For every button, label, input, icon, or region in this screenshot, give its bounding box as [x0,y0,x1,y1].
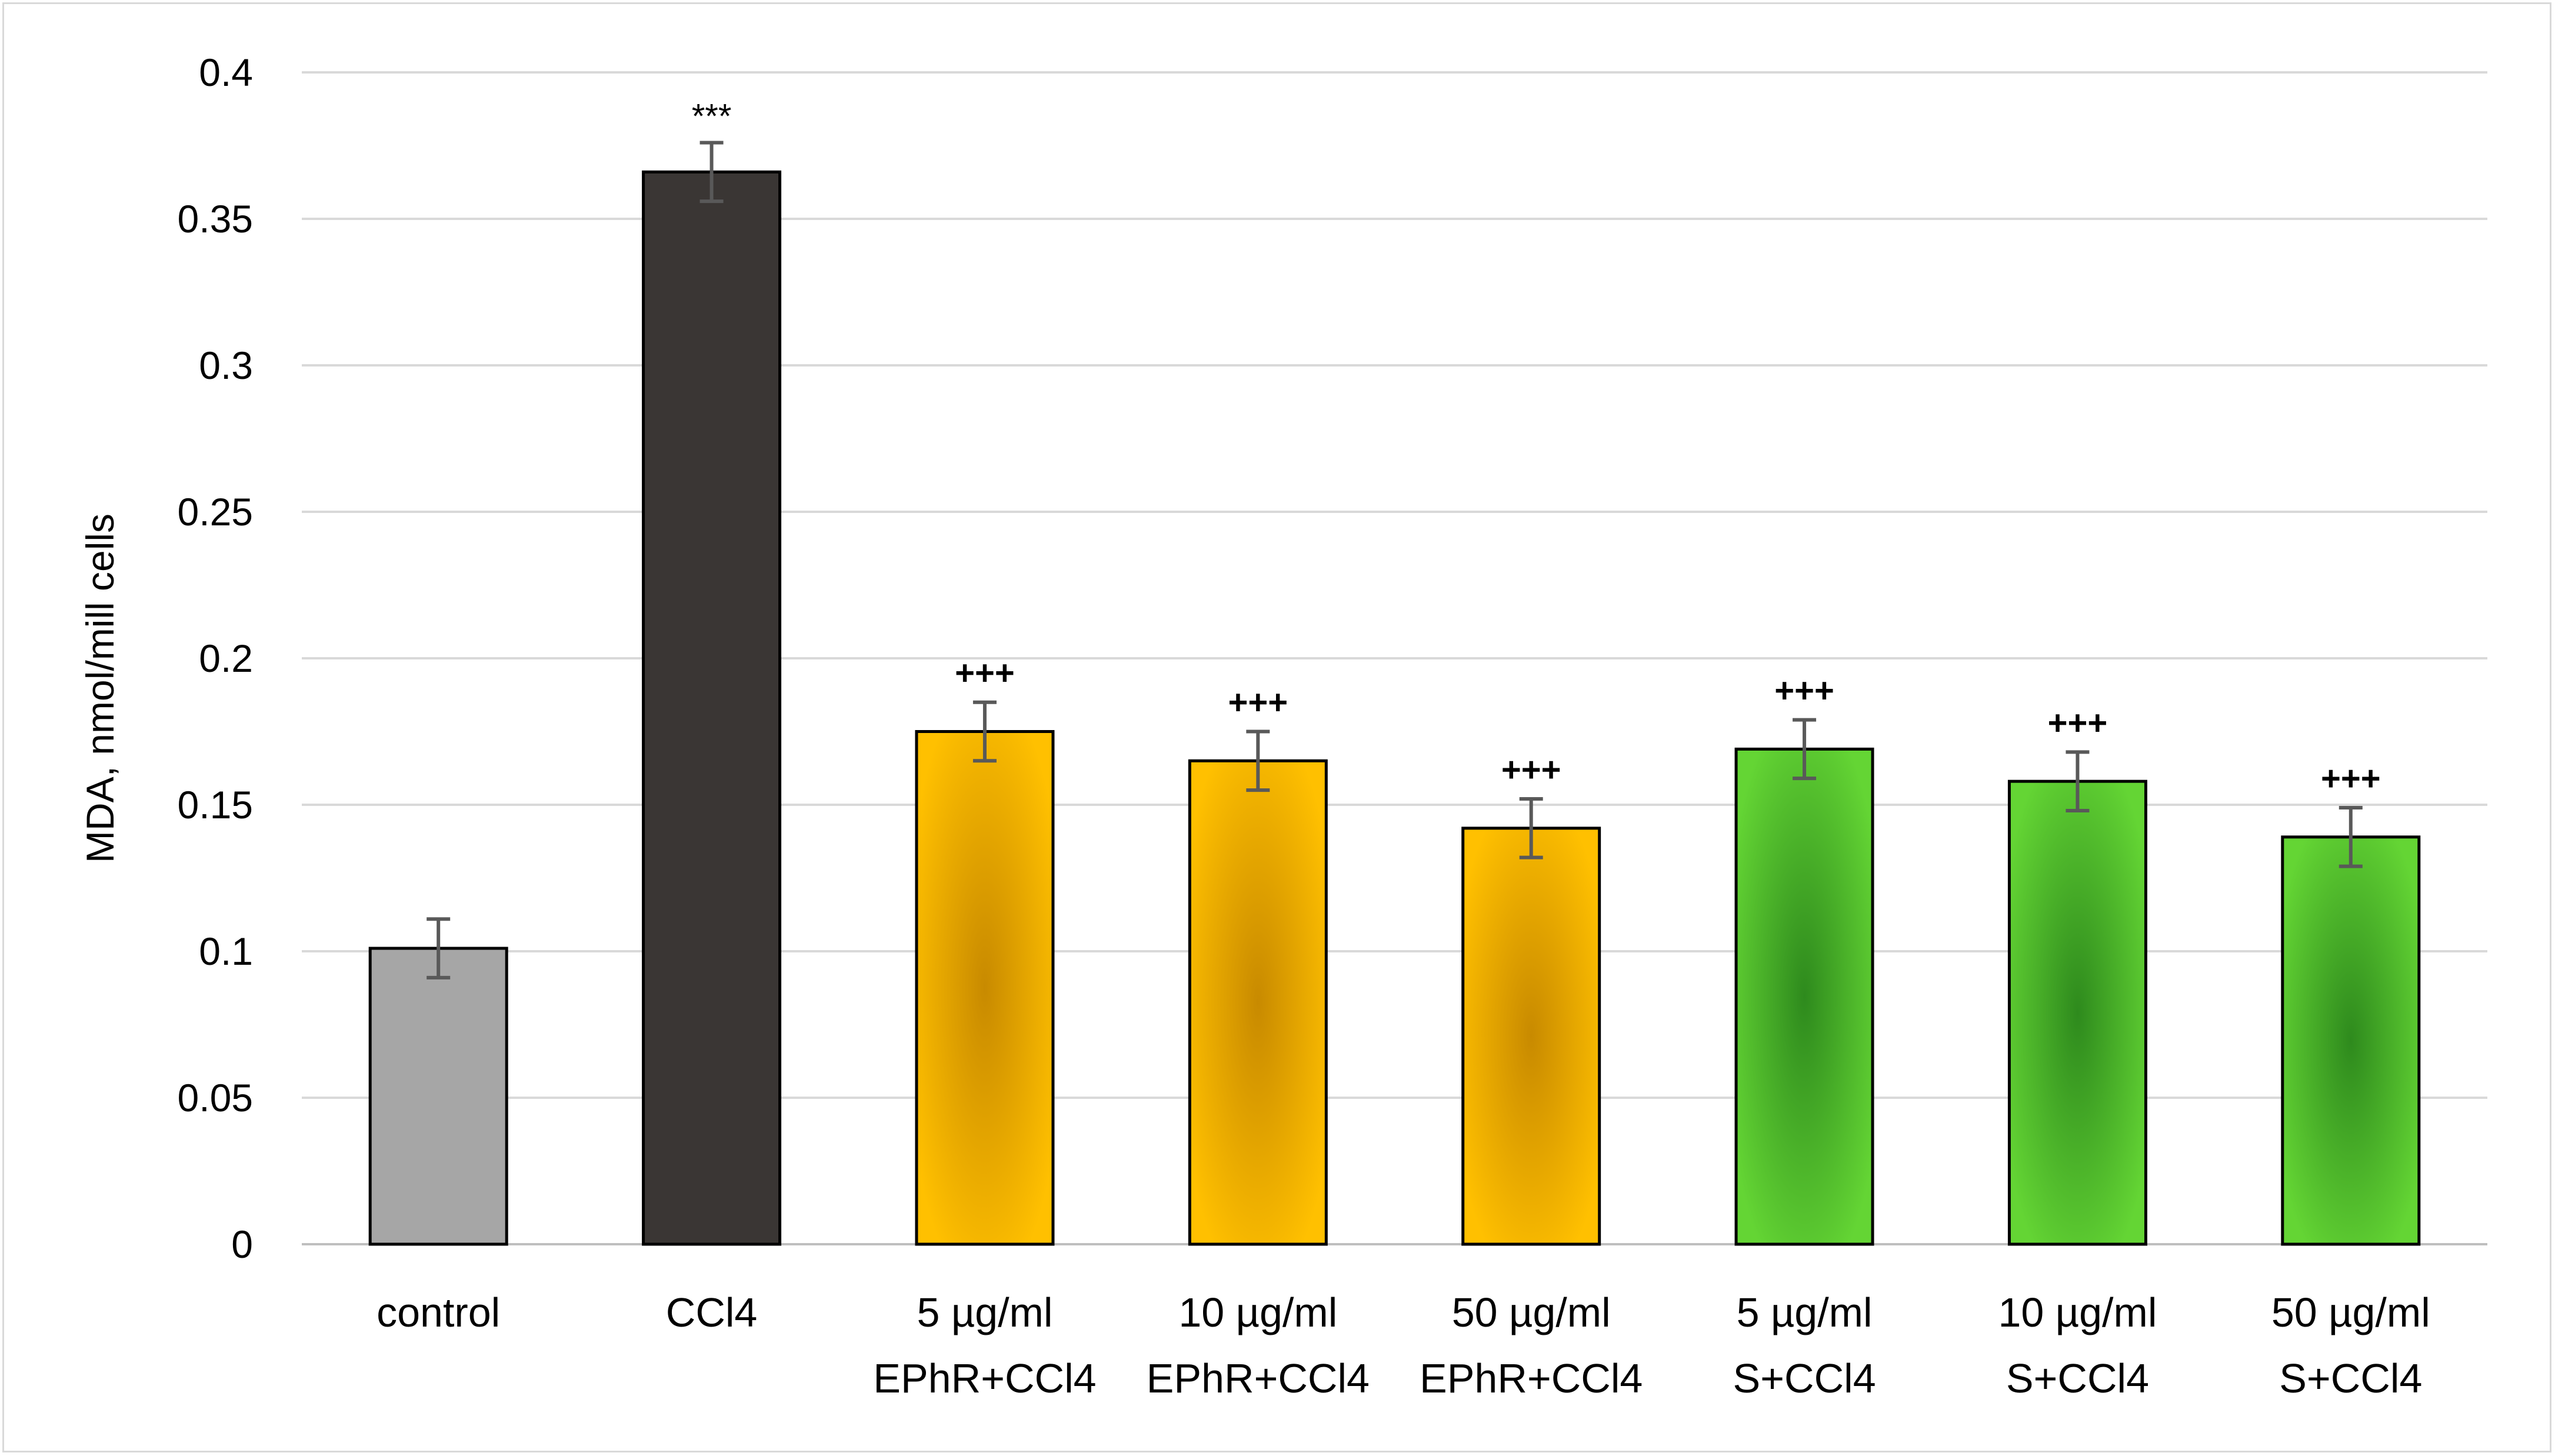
error-bar-4 [1519,797,1543,859]
x-category-label: 5 µg/ml [917,1290,1052,1335]
y-tick-label: 0.15 [178,783,253,827]
x-category-label: 5 µg/ml [1737,1290,1873,1335]
y-axis-label: MDA, nmol/mill cells [78,514,122,863]
error-bar-1 [699,141,724,204]
x-category-labels: control CCl4 5 µg/ml EPhR+CCl4 10 µg/ml EPhR+… [377,1290,2430,1401]
y-tick-label: 0.25 [178,490,253,534]
error-bar-0 [427,917,451,979]
x-category-label: EPhR+CCl4 [1147,1355,1370,1401]
y-tick-label: 0.35 [178,197,253,241]
y-tick-label: 0.4 [199,51,253,94]
x-category-label: 10 µg/ml [1178,1290,1337,1335]
x-category-label: control [377,1290,500,1335]
bar-7 [2281,835,2421,1246]
error-bar-6 [2066,750,2090,812]
significance-label-1: *** [692,98,732,136]
bar-0 [368,947,508,1246]
x-category-label: EPhR+CCl4 [1420,1355,1643,1401]
x-category-label: S+CCl4 [2279,1355,2422,1401]
bar-3 [1188,759,1328,1246]
x-category-label: 50 µg/ml [2271,1290,2430,1335]
error-bar-3 [1246,729,1270,792]
x-category-label: 50 µg/ml [1452,1290,1611,1335]
bar-2 [915,730,1055,1246]
x-category-label: CCl4 [666,1290,758,1335]
y-tick-label: 0.3 [199,344,253,387]
gridlines [302,71,2487,1245]
bars: *** +++ +++ +++ +++ +++ +++ [368,98,2421,1246]
bar-4 [1461,827,1601,1246]
y-tick-label: 0.2 [199,637,253,680]
significance-label-5: +++ [1774,672,1834,710]
significance-label-4: +++ [1501,751,1561,789]
error-bar-2 [972,700,997,763]
x-category-label: S+CCl4 [2006,1355,2149,1401]
error-bar-7 [2339,805,2363,868]
bar-1 [642,170,782,1246]
y-tick-label: 0.1 [199,929,253,973]
y-tick-labels: 0 0.05 0.1 0.15 0.2 0.25 0.3 0.35 0.4 [178,51,253,1266]
x-category-label: EPhR+CCl4 [873,1355,1096,1401]
x-category-label: S+CCl4 [1733,1355,1876,1401]
significance-label-2: +++ [955,654,1015,692]
bar-6 [2007,779,2147,1246]
error-bar-5 [1793,718,1817,781]
y-tick-label: 0.05 [178,1076,253,1120]
significance-label-6: +++ [2048,704,2108,742]
bar-5 [1734,747,1874,1246]
significance-label-7: +++ [2321,759,2381,798]
significance-label-3: +++ [1228,684,1288,722]
x-category-label: 10 µg/ml [1998,1290,2157,1335]
y-tick-label: 0 [231,1222,253,1266]
